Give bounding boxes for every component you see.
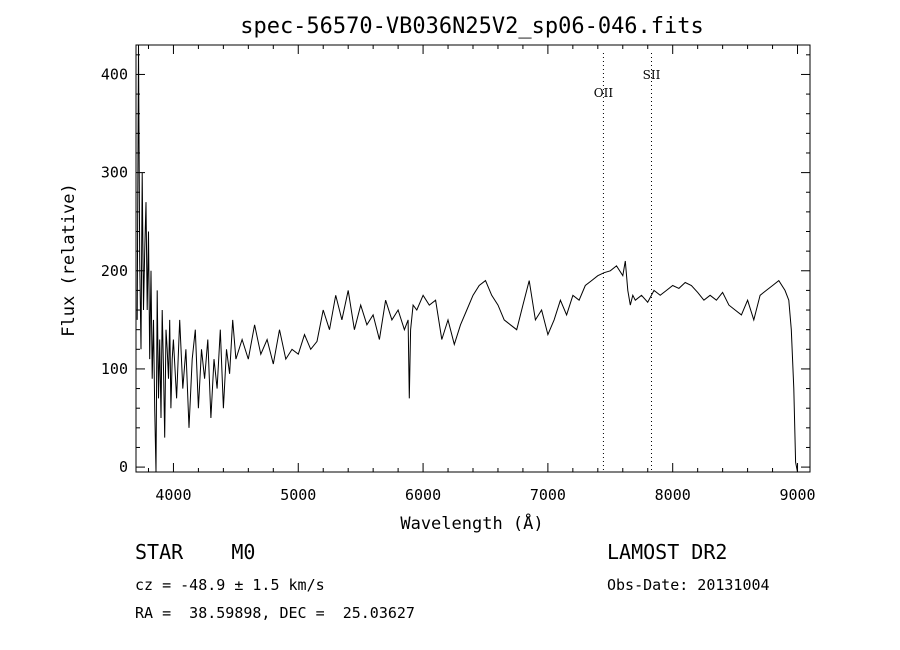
coordinates-text: RA = 38.59898, DEC = 25.03627: [135, 604, 415, 622]
y-tick-label: 400: [101, 65, 128, 83]
survey-name: LAMOST DR2: [607, 540, 728, 564]
line-markers: OII SII: [594, 53, 661, 472]
chart-title: spec-56570-VB036N25V2_sp06-046.fits: [240, 14, 704, 39]
y-axis-label: Flux (relative): [59, 183, 79, 337]
x-tick-label: 4000: [155, 486, 191, 504]
redshift-text: cz = -48.9 ± 1.5 km/s: [135, 576, 325, 594]
tick-labels: 4000 5000 6000 7000 8000 9000 0 100 200 300 400: [101, 65, 816, 504]
x-axis-label: Wavelength (Å): [400, 512, 543, 534]
x-tick-label: 8000: [655, 486, 691, 504]
x-tick-label: 5000: [280, 486, 316, 504]
y-tick-label: 300: [101, 164, 128, 182]
y-tick-label: 100: [101, 360, 128, 378]
axis-ticks: [136, 45, 810, 472]
y-tick-label: 200: [101, 262, 128, 280]
marker-label: OII: [594, 86, 614, 100]
x-tick-label: 6000: [405, 486, 441, 504]
y-tick-label: 0: [119, 458, 128, 476]
x-tick-label: 9000: [779, 486, 815, 504]
x-tick-label: 7000: [530, 486, 566, 504]
plot-frame: [135, 44, 811, 473]
object-class: STAR M0: [135, 540, 256, 564]
spectrum-line: [136, 44, 798, 473]
marker-label: SII: [643, 68, 661, 82]
obs-date-text: Obs-Date: 20131004: [607, 576, 770, 594]
